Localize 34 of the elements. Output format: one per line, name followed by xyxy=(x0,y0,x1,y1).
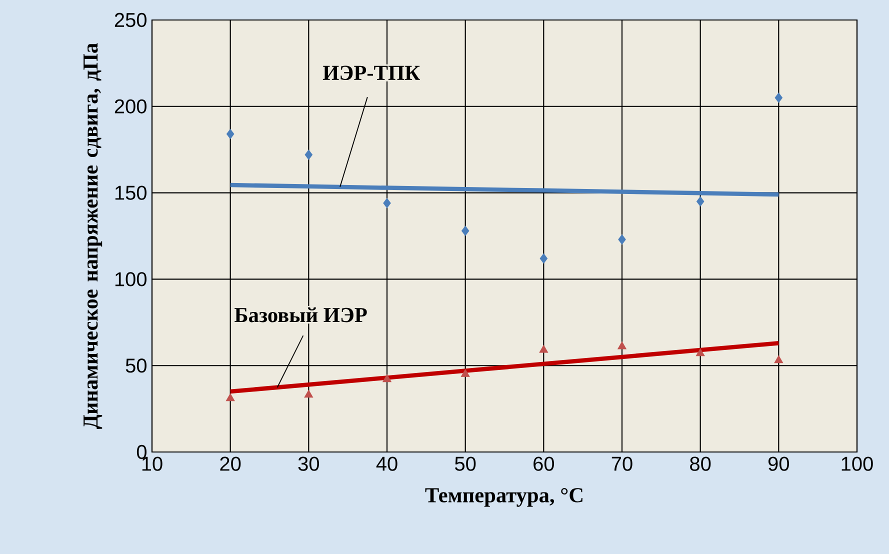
y-tick-label: 250 xyxy=(114,12,146,28)
y-tick-label: 100 xyxy=(115,272,146,286)
x-tick-label: 20 xyxy=(220,456,241,471)
text: ИЭР-ТПК xyxy=(322,66,420,80)
point xyxy=(226,393,235,402)
x-tick-label: 30 xyxy=(298,456,319,471)
x-tick-label: 60 xyxy=(534,456,554,471)
x-tick-label: 40 xyxy=(376,456,398,471)
point xyxy=(774,355,784,364)
point xyxy=(774,92,783,103)
point xyxy=(460,369,470,377)
point xyxy=(618,234,626,245)
point xyxy=(618,342,626,350)
x-tick-label: 70 xyxy=(612,456,632,471)
y-tick-label: 50 xyxy=(126,358,146,373)
point xyxy=(304,390,314,398)
point xyxy=(382,374,392,382)
x-tick-label: 100 xyxy=(842,456,873,471)
point xyxy=(226,128,234,140)
x-tick-label: 50 xyxy=(455,456,476,471)
x-tick-label: 80 xyxy=(690,456,711,471)
point xyxy=(540,253,548,264)
text: Базовый ИЭР xyxy=(234,307,367,322)
y-axis-title: Динамическое напряжение сдвига, дПа xyxy=(84,43,102,430)
point xyxy=(383,198,391,208)
x-tick-label: 90 xyxy=(768,456,789,471)
point xyxy=(304,150,313,160)
y-tick-label: 150 xyxy=(115,186,146,200)
point xyxy=(461,226,470,236)
point xyxy=(696,196,704,207)
y-tick-label: 200 xyxy=(114,99,146,114)
point xyxy=(539,344,548,353)
point xyxy=(696,348,705,356)
x-axis-title: Температура, °C xyxy=(425,488,582,507)
